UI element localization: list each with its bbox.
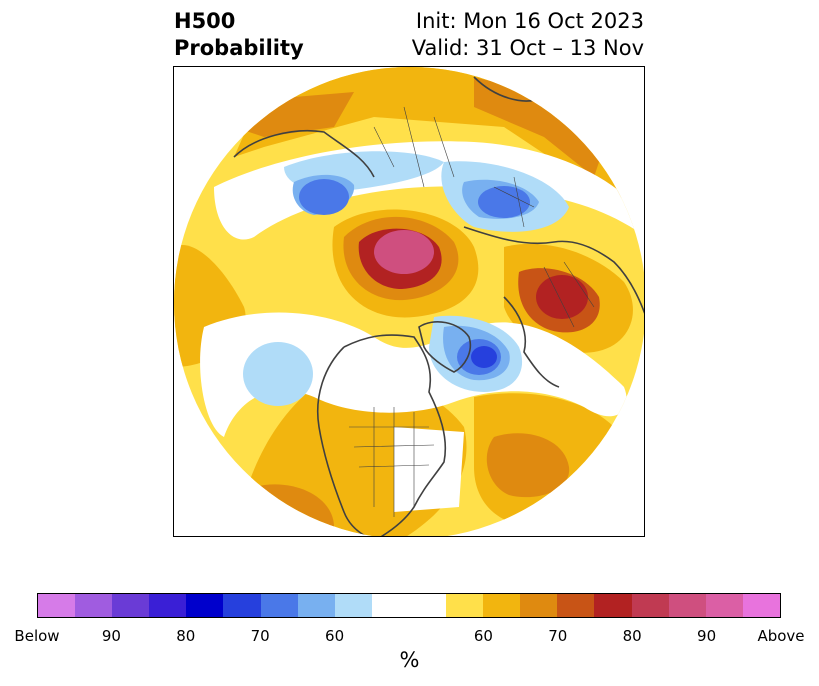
colorbar-neutral bbox=[371, 594, 447, 617]
init-date: Init: Mon 16 Oct 2023 bbox=[415, 9, 644, 33]
us-state-lines bbox=[349, 407, 435, 517]
colorbar-above-1 bbox=[446, 594, 484, 617]
colorbar-below-9 bbox=[334, 594, 372, 617]
colorbar-above-8 bbox=[705, 594, 743, 617]
field-80-above-eurasia bbox=[536, 275, 588, 319]
field-70-north-1 bbox=[234, 92, 354, 137]
colorbar-above-6 bbox=[631, 594, 669, 617]
colorbar bbox=[37, 593, 781, 618]
probability-map bbox=[173, 66, 645, 537]
title-line-1: H500 bbox=[174, 9, 236, 33]
tick-label-below-60: 60 bbox=[325, 627, 345, 645]
colorbar-units: % bbox=[399, 648, 420, 672]
tick-label-below-90: 90 bbox=[101, 627, 121, 645]
field-60-below-pacific bbox=[243, 342, 313, 406]
north-america-east-coast bbox=[343, 334, 447, 536]
tick-label-above: Above bbox=[757, 627, 805, 645]
colorbar-above-2 bbox=[483, 594, 521, 617]
field-80-below-1 bbox=[299, 179, 349, 215]
colorbar-below-8 bbox=[297, 594, 335, 617]
colorbar-above-7 bbox=[668, 594, 706, 617]
colorbar-ticks: Below 90 80 70 60 60 70 80 90 Above bbox=[14, 627, 804, 647]
north-america-west-coast bbox=[316, 346, 370, 536]
greenland-coast bbox=[418, 321, 472, 373]
colorbar-above-5 bbox=[594, 594, 632, 617]
field-neutral-mid bbox=[200, 312, 627, 437]
tick-label-above-60: 60 bbox=[473, 627, 493, 645]
field-70-atlantic bbox=[486, 433, 570, 498]
colorbar-above-4 bbox=[557, 594, 595, 617]
tick-label-below-80: 80 bbox=[176, 627, 196, 645]
colorbar-below-2 bbox=[75, 594, 113, 617]
field-70-north-2 bbox=[474, 77, 604, 177]
eurasia-north-coast bbox=[463, 226, 644, 318]
colorbar-above-3 bbox=[520, 594, 558, 617]
europe-coast bbox=[503, 296, 560, 388]
valid-period: Valid: 31 Oct – 13 Nov bbox=[411, 36, 644, 60]
field-neutral-us bbox=[394, 427, 464, 512]
asia-borders bbox=[373, 106, 455, 188]
title-line-2: Probability bbox=[174, 36, 304, 60]
tick-label-above-70: 70 bbox=[548, 627, 568, 645]
probability-field bbox=[174, 67, 644, 536]
field-90-above-pole bbox=[374, 230, 434, 274]
tick-label-below-70: 70 bbox=[250, 627, 270, 645]
field-90-below bbox=[471, 346, 497, 368]
polar-map-svg bbox=[174, 67, 644, 536]
colorbar-below-7 bbox=[260, 594, 298, 617]
colorbar-above-9 bbox=[742, 594, 780, 617]
coastlines bbox=[233, 76, 644, 536]
colorbar-below-1 bbox=[38, 594, 76, 617]
tick-label-above-80: 80 bbox=[622, 627, 642, 645]
alaska-siberia-coast bbox=[233, 129, 375, 178]
eurasia-borders bbox=[493, 176, 595, 328]
tick-label-above-90: 90 bbox=[697, 627, 717, 645]
tick-label-below: Below bbox=[14, 627, 60, 645]
political-borders bbox=[349, 106, 595, 517]
colorbar-below-4 bbox=[149, 594, 187, 617]
map-title: H500 Probability bbox=[174, 8, 304, 62]
field-80-below-2 bbox=[478, 186, 530, 218]
date-info: Init: Mon 16 Oct 2023 Valid: 31 Oct – 13… bbox=[412, 8, 644, 62]
colorbar-below-3 bbox=[112, 594, 150, 617]
colorbar-below-5 bbox=[186, 594, 224, 617]
colorbar-below-6 bbox=[223, 594, 261, 617]
